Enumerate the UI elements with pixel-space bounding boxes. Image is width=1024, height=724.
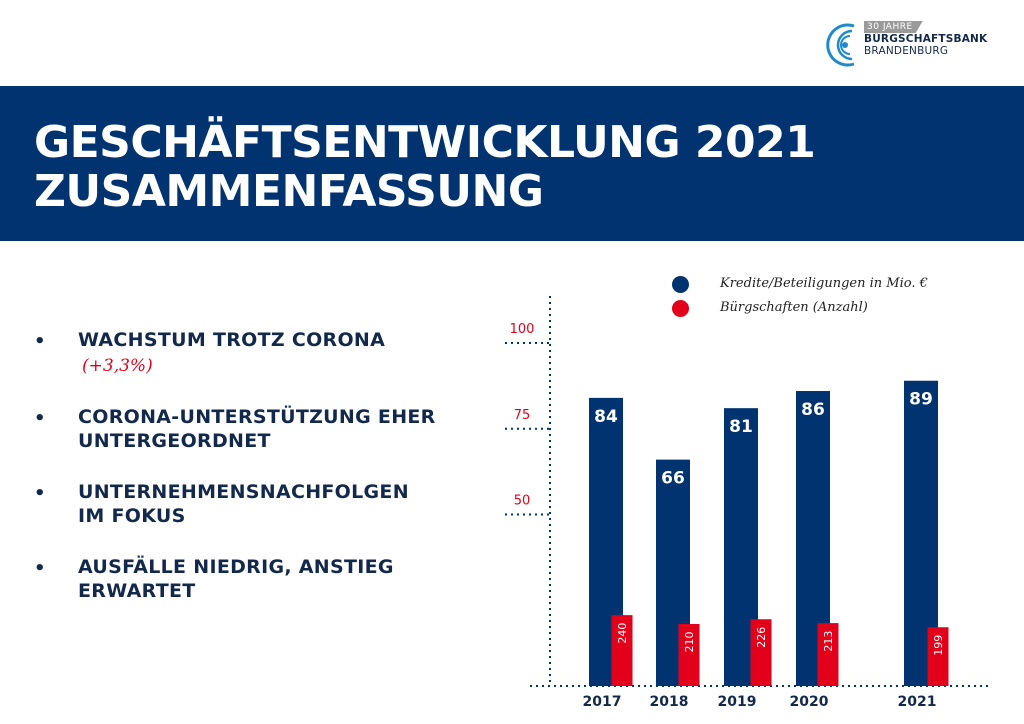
logo-mark-icon (826, 23, 855, 67)
logo-line-2: BRANDENBURG (864, 45, 949, 57)
bar-kredite-label: 84 (594, 407, 618, 427)
bar-buergschaften (927, 627, 949, 686)
bullet-text: WACHSTUM TROTZ CORONA (78, 329, 386, 351)
bullet-dot-icon: • (34, 331, 46, 352)
bar-buergschaften-label: 199 (932, 635, 945, 656)
logo-line-1: BÜRGSCHAFTSBANK (864, 33, 988, 45)
y-tick-label: 50 (514, 494, 531, 509)
bar-kredite-label: 89 (909, 390, 933, 410)
legend-label: Bürgschaften (Anzahl) (720, 300, 868, 315)
bullet-text: ERWARTET (78, 580, 196, 602)
bar-buergschaften (817, 623, 839, 686)
bullet-dot-icon: • (34, 408, 46, 429)
bar-buergschaften (678, 623, 700, 686)
legend-swatch-icon (672, 276, 689, 293)
bullet-item: • UNTERNEHMENSNACHFOLGEN IM FOKUS (30, 480, 470, 528)
y-tick-label: 75 (514, 408, 531, 423)
x-tick-label: 2020 (790, 694, 829, 710)
x-tick-label: 2019 (718, 694, 757, 710)
x-tick-label: 2021 (898, 694, 937, 710)
bullet-text: AUSFÄLLE NIEDRIG, ANSTIEG (78, 556, 394, 578)
bar-buergschaften-label: 213 (822, 631, 835, 652)
y-tick-label: 100 (510, 322, 535, 337)
legend-swatch-icon (672, 300, 689, 317)
legend-item-kredite: Kredite/Beteiligungen in Mio. € (672, 272, 972, 296)
bullet-dot-icon: • (34, 558, 46, 579)
page-title-line-1: GESCHÄFTSENTWICKLUNG 2021 (34, 117, 816, 168)
page-title-line-2: ZUSAMMENFASSUNG (34, 166, 544, 217)
bar-buergschaften-label: 210 (683, 631, 696, 652)
bullet-item: • CORONA-UNTERSTÜTZUNG EHER UNTERGEORDNE… (30, 405, 470, 453)
bullet-text: UNTERNEHMENSNACHFOLGEN (78, 481, 409, 503)
header-band (0, 86, 1024, 241)
bar-buergschaften-label: 226 (755, 627, 768, 648)
x-tick-label: 2017 (583, 694, 622, 710)
bullet-note: (+3,3%) (82, 356, 153, 376)
bar-kredite-label: 66 (661, 469, 685, 489)
x-tick-label: 2018 (650, 694, 689, 710)
bullet-text: CORONA-UNTERSTÜTZUNG EHER (78, 406, 436, 428)
bar-kredite-label: 86 (801, 400, 825, 420)
bar-buergschaften (750, 619, 772, 686)
bullet-item: • AUSFÄLLE NIEDRIG, ANSTIEG ERWARTET (30, 555, 470, 603)
logo: 30 JAHRE BÜRGSCHAFTSBANK BRANDENBURG (824, 14, 988, 76)
legend-item-buergschaften: Bürgschaften (Anzahl) (672, 296, 972, 320)
bullet-list: • WACHSTUM TROTZ CORONA (+3,3%) • CORONA… (30, 328, 470, 630)
bullet-text: IM FOKUS (78, 505, 186, 527)
bar-buergschaften (611, 615, 633, 686)
bullet-text: UNTERGEORDNET (78, 430, 271, 452)
legend-label: Kredite/Beteiligungen in Mio. € (720, 276, 928, 291)
bar-kredite-label: 81 (729, 417, 753, 437)
logo-badge: 30 JAHRE (864, 21, 923, 33)
page-title: GESCHÄFTSENTWICKLUNG 2021 ZUSAMMENFASSUN… (34, 117, 816, 217)
bullet-item: • WACHSTUM TROTZ CORONA (+3,3%) (30, 328, 470, 378)
chart-legend: Kredite/Beteiligungen in Mio. € Bürgscha… (672, 272, 972, 320)
bar-buergschaften-label: 240 (616, 623, 629, 644)
logo-text: 30 JAHRE BÜRGSCHAFTSBANK BRANDENBURG (864, 14, 988, 57)
bullet-dot-icon: • (34, 483, 46, 504)
